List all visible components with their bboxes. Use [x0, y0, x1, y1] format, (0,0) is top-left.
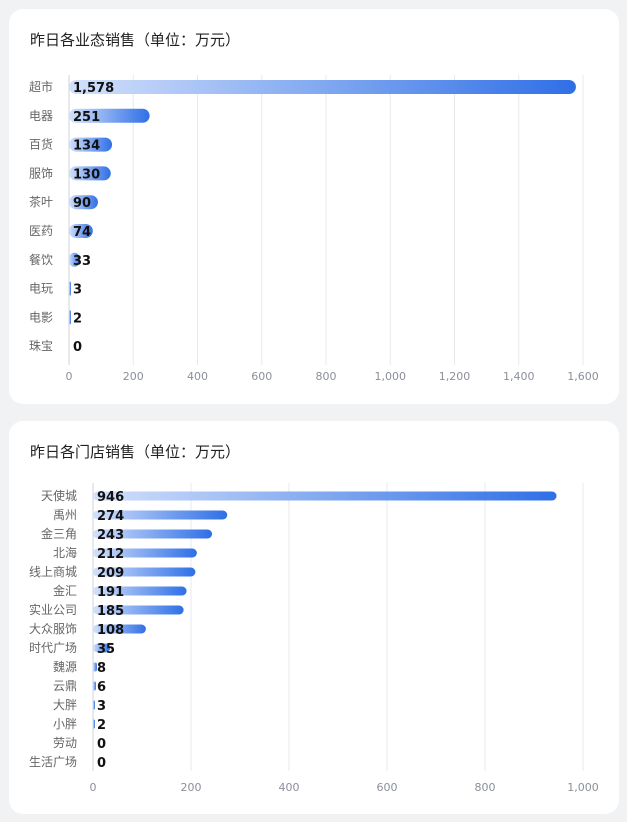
value-label: 130: [73, 167, 100, 182]
category-label: 百货: [29, 137, 53, 152]
category-label: 大众服饰: [29, 622, 77, 636]
x-tick-label: 800: [316, 370, 337, 383]
x-tick-label: 0: [90, 781, 97, 794]
value-label: 185: [97, 604, 124, 619]
category-label: 大胖: [53, 698, 77, 712]
chart-title: 昨日各门店销售（单位：万元）: [30, 443, 241, 461]
x-tick-label: 1,000: [375, 370, 407, 383]
value-label: 8: [97, 661, 106, 676]
bar[interactable]: [93, 586, 187, 596]
category-label: 金三角: [41, 526, 77, 541]
bar[interactable]: [93, 491, 557, 501]
bar[interactable]: [93, 662, 97, 672]
category-label: 医药: [29, 224, 53, 238]
value-label: 35: [97, 642, 115, 657]
bar[interactable]: [69, 252, 80, 267]
x-tick-label: 1,600: [567, 370, 599, 383]
category-label: 茶叶: [29, 194, 53, 209]
category-label: 劳动: [53, 736, 77, 750]
value-label: 6: [97, 680, 106, 695]
value-label: 2: [73, 311, 82, 326]
value-label: 946: [97, 490, 124, 505]
bar[interactable]: [69, 310, 71, 325]
x-tick-label: 0: [66, 370, 73, 383]
value-label: 3: [73, 283, 82, 298]
bar[interactable]: [69, 224, 93, 238]
bar[interactable]: [93, 643, 111, 653]
format-sales-card: 昨日各业态销售（单位：万元） 0 200 400 600 800 1,000 1,200 1,…: [9, 9, 619, 404]
value-label: 74: [73, 225, 91, 240]
value-label: 243: [97, 528, 124, 543]
value-label: 134: [73, 139, 100, 154]
value-label: 274: [97, 509, 124, 524]
value-label: 90: [73, 196, 91, 211]
store-sales-card: 昨日各门店销售（单位：万元） 0 200 400 600 800 1,000 天使城 946 禹…: [9, 421, 619, 814]
category-label: 时代广场: [29, 641, 77, 655]
value-label: 33: [73, 254, 91, 269]
x-tick-label: 400: [279, 781, 300, 794]
x-tick-label: 600: [377, 781, 398, 794]
category-label: 生活广场: [29, 755, 77, 769]
bar[interactable]: [93, 529, 213, 539]
x-tick-label: 600: [251, 370, 272, 383]
value-label: 212: [97, 547, 124, 562]
category-label: 禹州: [53, 508, 77, 522]
bar[interactable]: [93, 510, 228, 520]
category-label: 小胖: [53, 717, 77, 731]
category-label: 天使城: [41, 488, 77, 503]
category-label: 实业公司: [29, 602, 77, 617]
bar[interactable]: [69, 195, 98, 210]
chart-title: 昨日各业态销售（单位：万元）: [30, 31, 241, 49]
x-tick-label: 1,000: [567, 781, 599, 794]
bar[interactable]: [69, 108, 150, 123]
x-tick-label: 1,200: [439, 370, 471, 383]
bar[interactable]: [69, 281, 71, 296]
category-label: 北海: [53, 545, 77, 560]
category-label: 线上商城: [29, 564, 77, 579]
bar[interactable]: [69, 80, 576, 94]
x-tick-label: 200: [123, 370, 144, 383]
x-tick-label: 1,400: [503, 370, 535, 383]
category-label: 金汇: [53, 583, 77, 598]
category-label: 电影: [29, 310, 53, 324]
bar[interactable]: [69, 137, 113, 152]
value-label: 0: [97, 737, 106, 752]
value-label: 0: [97, 756, 106, 771]
category-label: 餐饮: [29, 252, 53, 267]
format-sales-chart: 0 200 400 600 800 1,000 1,200 1,400 1,600 超市 1,578…: [29, 75, 599, 383]
value-label: 209: [97, 566, 124, 581]
category-label: 云鼎: [53, 679, 77, 693]
bar[interactable]: [93, 624, 146, 634]
bar[interactable]: [69, 166, 111, 181]
bar[interactable]: [93, 681, 96, 691]
bar[interactable]: [93, 548, 197, 558]
value-label: 251: [73, 110, 100, 125]
category-label: 超市: [29, 79, 53, 94]
value-label: 0: [73, 340, 82, 355]
value-label: 1,578: [73, 81, 114, 96]
category-label: 电玩: [29, 282, 53, 296]
category-label: 电器: [29, 109, 53, 123]
value-label: 3: [97, 699, 106, 714]
category-label: 魏源: [53, 659, 77, 674]
value-label: 2: [97, 718, 106, 733]
x-tick-label: 800: [475, 781, 496, 794]
bar[interactable]: [93, 567, 196, 577]
value-label: 191: [97, 585, 124, 600]
x-tick-label: 200: [181, 781, 202, 794]
bar[interactable]: [93, 605, 184, 615]
value-label: 108: [97, 623, 124, 638]
x-tick-label: 400: [187, 370, 208, 383]
bar[interactable]: [93, 700, 95, 710]
category-label: 服饰: [29, 166, 53, 180]
bar[interactable]: [93, 719, 95, 729]
category-label: 珠宝: [29, 339, 53, 353]
